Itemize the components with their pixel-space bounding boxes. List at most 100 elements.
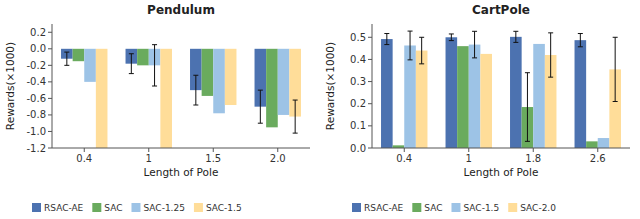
y-axis-label: Rewards(×1000) <box>324 42 336 130</box>
plot-area <box>61 45 301 148</box>
x-axis-label: Length of Pole <box>464 166 539 178</box>
error-bar <box>384 34 389 45</box>
legend-label: SAC-1.25 <box>143 203 184 213</box>
error-bar <box>513 31 518 42</box>
y-tick <box>48 131 52 132</box>
legend-swatch <box>131 203 140 212</box>
error-bar <box>64 52 69 65</box>
x-tick <box>468 148 469 152</box>
y-tick-label: 0.2 <box>30 27 46 38</box>
legend-swatch <box>352 203 361 212</box>
y-tick <box>368 59 372 60</box>
y-tick <box>48 98 52 99</box>
legend-label: SAC <box>104 203 122 213</box>
x-tick <box>404 148 405 152</box>
y-tick <box>48 81 52 82</box>
x-tick-label: 2.6 <box>590 153 606 164</box>
bar <box>510 37 522 148</box>
legend: RSAC-AE SAC SAC-1.5 SAC-2.0 <box>352 203 556 213</box>
error-bar <box>578 34 583 47</box>
bar <box>533 44 545 148</box>
y-tick-label: -1.0 <box>26 126 46 137</box>
y-tick <box>48 114 52 115</box>
y-axis <box>52 24 53 148</box>
legend-label: SAC-1.5 <box>206 203 242 213</box>
x-tick <box>213 148 214 152</box>
legend-swatch <box>451 203 460 212</box>
x-tick <box>277 148 278 152</box>
bar <box>137 49 149 66</box>
figure: Pendulum -1.2 -1.0 -0.8 -0.6 -0.4 -0.2 0.0 0.2 Re… <box>0 0 640 219</box>
bar <box>84 49 96 82</box>
y-tick <box>368 148 372 149</box>
error-bar <box>613 37 618 101</box>
legend-swatch <box>508 203 517 212</box>
y-tick <box>368 37 372 38</box>
x-tick-label: 1 <box>466 153 472 164</box>
legend-swatch <box>412 203 421 212</box>
error-bar <box>258 90 263 123</box>
x-tick <box>533 148 534 152</box>
title: CartPole <box>472 3 530 17</box>
error-bar <box>129 54 134 74</box>
y-tick-label: -0.8 <box>26 109 46 120</box>
title: Pendulum <box>147 3 215 17</box>
bar <box>73 49 85 61</box>
legend-label: RSAC-AE <box>364 203 404 213</box>
x-tick <box>84 148 85 152</box>
y-tick-label: 0.0 <box>350 143 366 154</box>
panel: Pendulum -1.2 -1.0 -0.8 -0.6 -0.4 -0.2 0.0 0.2 Re… <box>4 3 310 213</box>
y-tick <box>48 65 52 66</box>
bar <box>278 49 290 115</box>
x-tick <box>597 148 598 152</box>
bar <box>598 138 610 148</box>
error-bar <box>419 37 424 64</box>
y-tick-label: -0.4 <box>26 76 46 87</box>
x-axis <box>372 148 630 149</box>
legend-label: SAC-2.0 <box>520 203 556 213</box>
error-bar <box>548 33 553 77</box>
panel: CartPole0.00.10.20.30.40.5Rewards(×1000)… <box>324 3 630 213</box>
legend: RSAC-AE SAC SAC-1.25 SAC-1.5 <box>32 203 242 213</box>
bar <box>586 141 598 148</box>
y-tick-label: 0.2 <box>350 98 366 109</box>
bar <box>469 45 481 148</box>
legend-label: RSAC-AE <box>44 203 84 213</box>
x-axis <box>52 148 310 149</box>
error-bar <box>472 31 477 58</box>
x-tick-label: 1.8 <box>525 153 541 164</box>
error-bar <box>152 45 157 86</box>
plot-area <box>381 31 621 148</box>
y-tick-label: 0.0 <box>30 43 46 54</box>
x-axis-label: Length of Pole <box>144 166 219 178</box>
bar <box>416 51 428 148</box>
y-tick <box>48 148 52 149</box>
bar <box>266 49 278 128</box>
legend-swatch <box>92 203 101 212</box>
y-tick <box>368 81 372 82</box>
bar <box>404 45 416 148</box>
legend-label: SAC <box>424 203 442 213</box>
error-bar <box>193 75 198 105</box>
error-bar <box>408 31 413 60</box>
bar <box>446 37 458 148</box>
y-tick-label: -0.2 <box>26 60 46 71</box>
y-tick <box>368 103 372 104</box>
y-tick-label: -0.6 <box>26 93 46 104</box>
legend-label: SAC-1.5 <box>463 203 499 213</box>
y-tick-label: -1.2 <box>26 143 46 154</box>
y-axis-label: Rewards(×1000) <box>4 42 16 130</box>
bar <box>457 46 469 148</box>
bar <box>225 49 237 105</box>
x-tick <box>148 148 149 152</box>
bar <box>160 49 172 148</box>
y-tick <box>48 32 52 33</box>
x-tick-label: 1.5 <box>205 153 221 164</box>
x-tick-label: 2.0 <box>270 153 286 164</box>
y-tick-label: 0.1 <box>350 120 366 131</box>
y-tick <box>48 48 52 49</box>
bar <box>381 39 393 148</box>
y-tick-label: 0.4 <box>350 54 366 65</box>
bar <box>202 49 214 96</box>
bar <box>96 49 108 148</box>
